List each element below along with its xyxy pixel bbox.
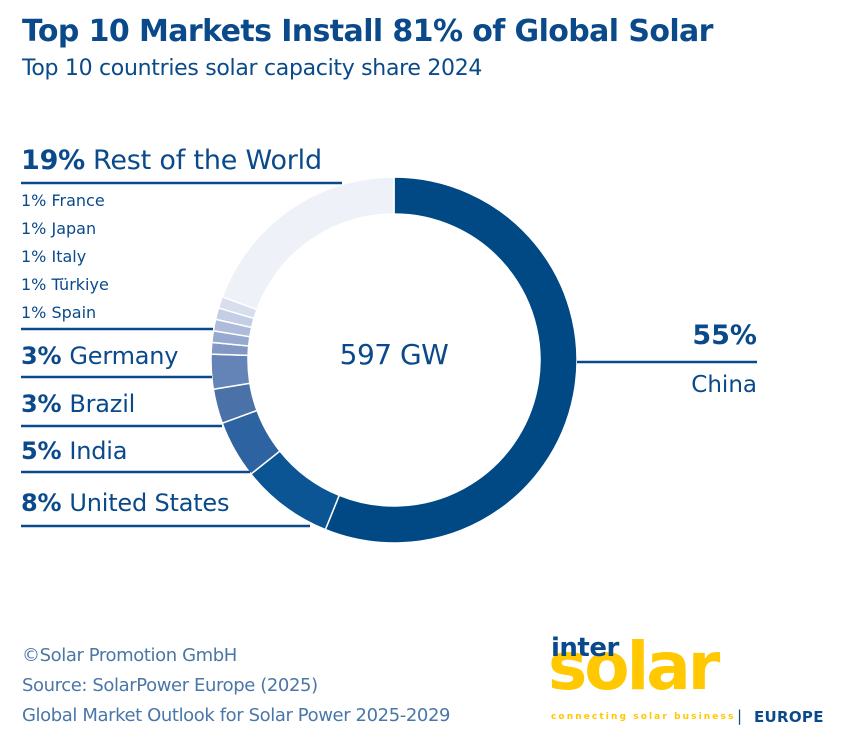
- label-name: Brazil: [69, 390, 136, 418]
- label-pct: 3%: [21, 342, 62, 370]
- donut-slice-china: [324, 176, 578, 544]
- logo-solar-text: solar: [548, 628, 720, 705]
- footer-source: Source: SolarPower Europe (2025): [22, 675, 318, 696]
- logo-region: EUROPE: [754, 708, 824, 726]
- label-china-pct: 55%: [692, 320, 757, 351]
- chart-subtitle: Top 10 countries solar capacity share 20…: [22, 56, 483, 81]
- label-united-states: 8% United States: [21, 489, 229, 517]
- label-spain: 1% Spain: [21, 303, 97, 322]
- label-name: India: [69, 437, 128, 465]
- label-china-name: China: [691, 372, 757, 398]
- label-rest-of-world: 19% Rest of the World: [21, 145, 322, 176]
- label-italy: 1% Italy: [21, 247, 87, 266]
- donut-slice-rest-of-the-world: [221, 176, 395, 311]
- chart-title: Top 10 Markets Install 81% of Global Sol…: [22, 14, 713, 49]
- donut-center-total: 597 GW: [339, 338, 449, 371]
- donut-slice-germany: [210, 353, 251, 391]
- label-turkiye: 1% Türkiye: [21, 275, 109, 294]
- label-japan: 1% Japan: [21, 219, 97, 238]
- label-pct: 8%: [21, 489, 62, 517]
- logo-inter-text: inter: [551, 633, 619, 663]
- logo-separator: |: [737, 707, 743, 725]
- footer-copyright: ©Solar Promotion GmbH: [22, 645, 237, 666]
- label-france: 1% France: [21, 191, 105, 210]
- label-germany: 3% Germany: [21, 342, 178, 370]
- label-pct: 3%: [21, 390, 62, 418]
- label-india: 5% India: [21, 437, 127, 465]
- label-brazil: 3% Brazil: [21, 390, 135, 418]
- label-name: Rest of the World: [93, 145, 322, 176]
- logo-tagline: connecting solar business: [551, 712, 736, 722]
- label-name: Germany: [69, 342, 179, 370]
- label-pct: 5%: [21, 437, 62, 465]
- label-pct: 19%: [21, 145, 86, 176]
- footer-report: Global Market Outlook for Solar Power 20…: [22, 705, 451, 726]
- label-name: United States: [69, 489, 230, 517]
